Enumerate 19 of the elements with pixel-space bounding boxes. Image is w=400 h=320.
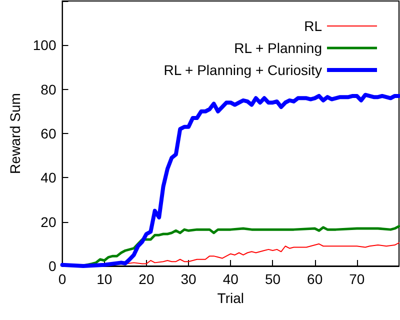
x-tick-label: 30 bbox=[180, 271, 197, 287]
legend-label: RL + Planning bbox=[234, 40, 322, 56]
x-tick-label: 60 bbox=[307, 271, 323, 287]
x-tick-label: 20 bbox=[138, 271, 154, 287]
x-tick-label: 70 bbox=[349, 271, 365, 287]
y-tick-label: 0 bbox=[48, 258, 56, 274]
y-tick-label: 60 bbox=[40, 126, 56, 142]
legend-label: RL + Planning + Curiosity bbox=[164, 62, 322, 78]
y-tick-label: 40 bbox=[40, 170, 56, 186]
x-tick-label: 40 bbox=[222, 271, 239, 287]
x-axis-title: Trial bbox=[217, 290, 244, 306]
y-tick-label: 20 bbox=[40, 214, 56, 230]
y-tick-label: 80 bbox=[40, 81, 56, 98]
y-tick-label: 100 bbox=[32, 37, 56, 54]
x-tick-label: 10 bbox=[96, 271, 112, 287]
x-tick-label: 50 bbox=[264, 271, 281, 287]
legend-label: RL bbox=[304, 18, 322, 34]
x-tick-label: 0 bbox=[58, 271, 66, 287]
y-axis-title: Reward Sum bbox=[7, 93, 23, 174]
